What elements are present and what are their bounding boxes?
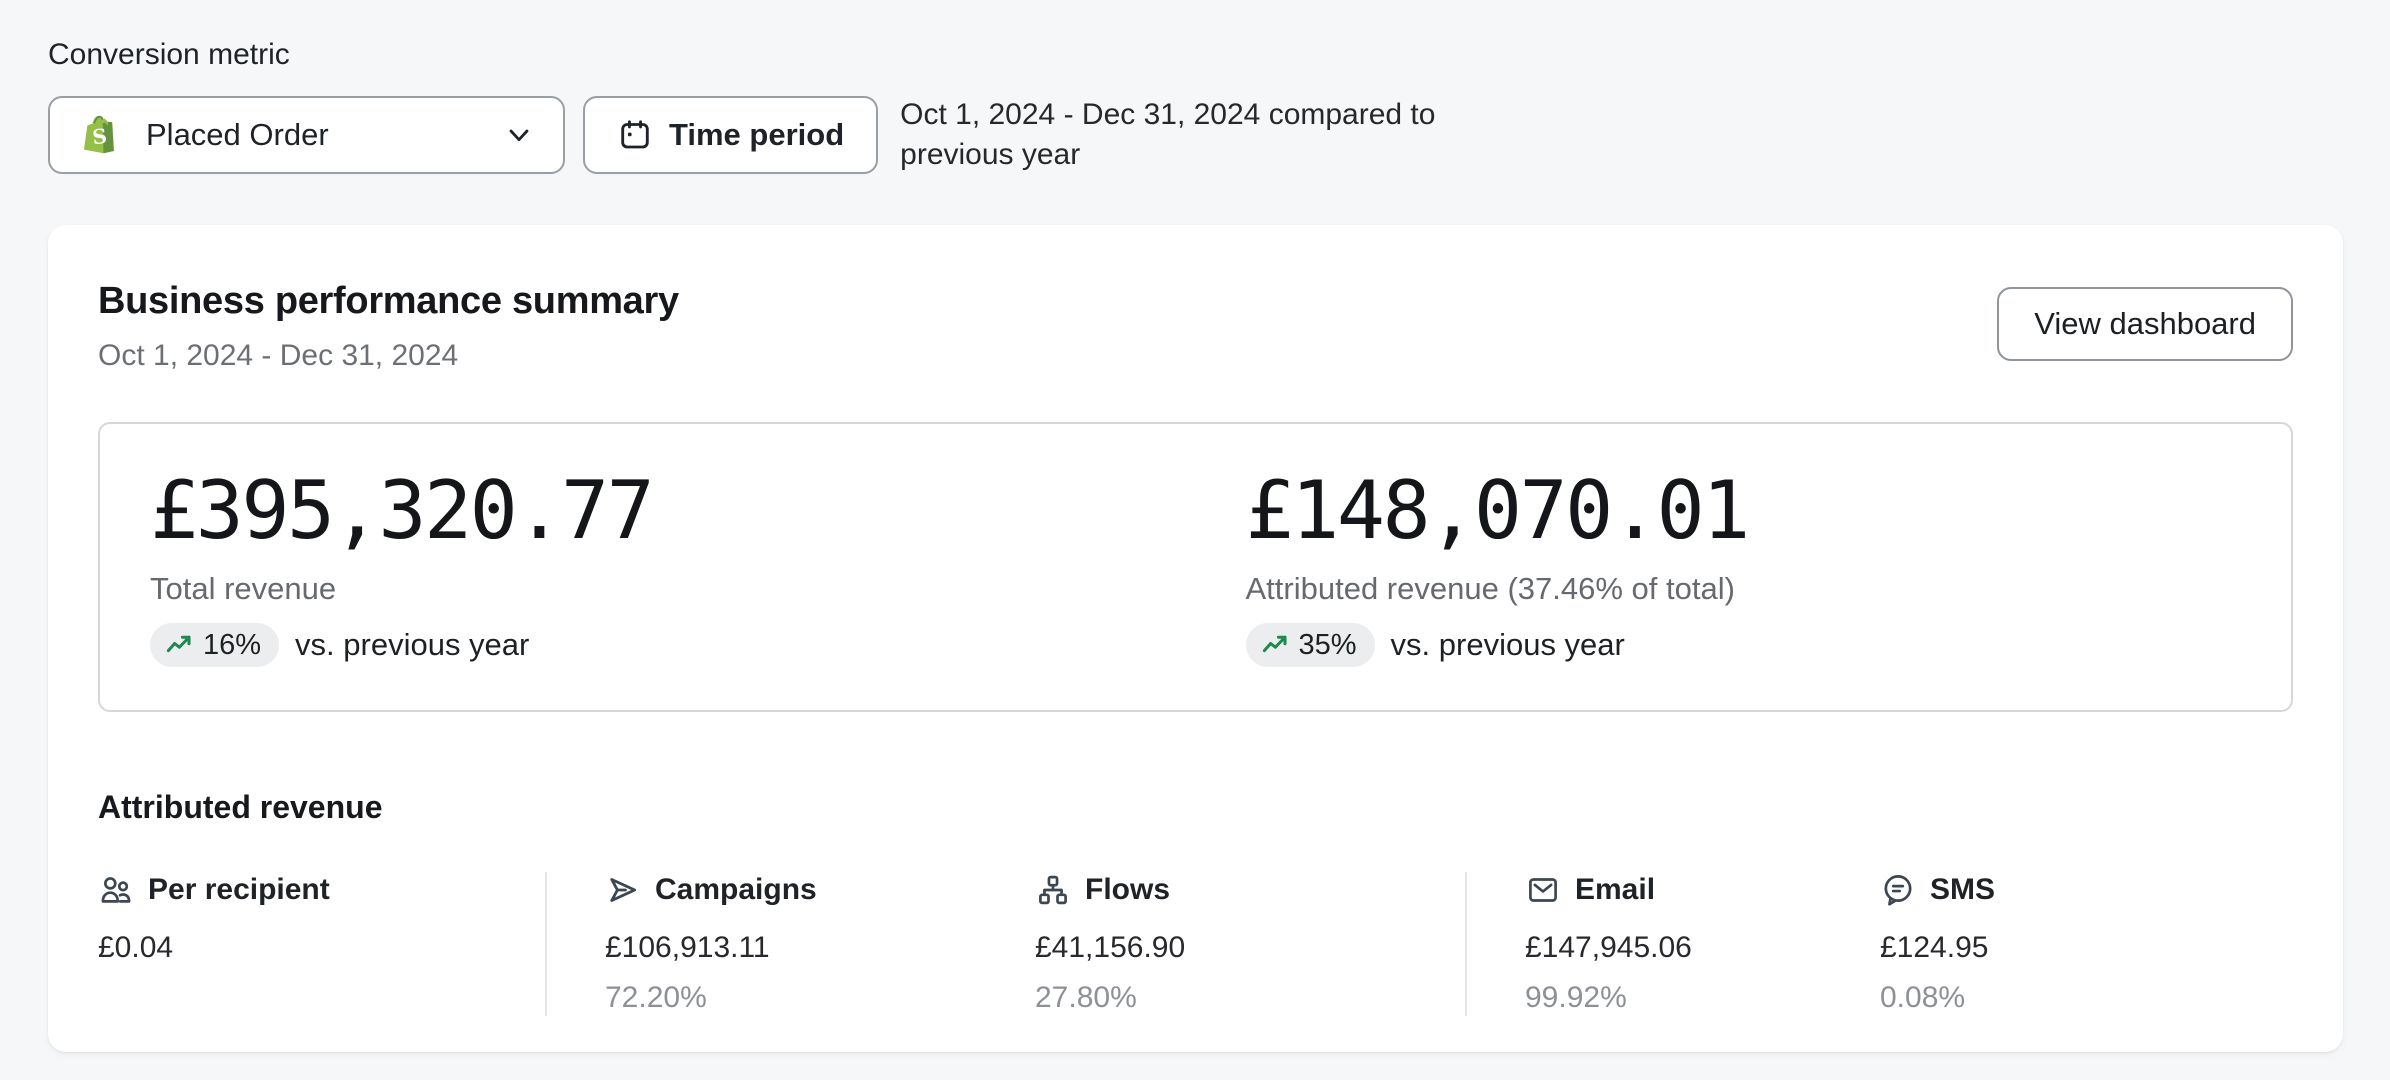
chevron-down-icon	[503, 119, 535, 151]
metric-campaigns: Campaigns £106,913.11 72.20%	[605, 872, 1035, 1016]
attributed-revenue-metrics: Per recipient £0.04 Ca	[98, 872, 2293, 1016]
metric-label-row: Email	[1525, 872, 1880, 908]
change-badge: 35%	[1245, 623, 1375, 667]
attributed-revenue-value: £148,070.01	[1245, 464, 1751, 557]
attributed-revenue-change-row: 35% vs. previous year	[1245, 623, 2292, 667]
card-header-titles: Business performance summary Oct 1, 2024…	[98, 279, 679, 374]
card-subtitle: Oct 1, 2024 - Dec 31, 2024	[98, 339, 459, 372]
total-revenue-label: Total revenue	[150, 571, 337, 606]
compare-period-text: Oct 1, 2024 - Dec 31, 2024 compared to p…	[900, 98, 1436, 171]
metric-value: £124.95	[1880, 931, 1989, 964]
metric-label-row: Flows	[1035, 872, 1465, 908]
conversion-metric-dropdown[interactable]: S Placed Order	[48, 96, 565, 174]
trend-up-icon	[164, 630, 194, 660]
sms-icon	[1880, 872, 1916, 908]
total-revenue-stat: £395,320.77 Total revenue 16% vs. previo…	[100, 424, 1196, 710]
metric-percent: 99.92%	[1525, 981, 1627, 1014]
change-suffix: vs. previous year	[1390, 627, 1625, 662]
metric-label: Campaigns	[655, 873, 817, 906]
metric-label: Email	[1575, 873, 1656, 906]
change-value: 16%	[203, 628, 262, 661]
metric-label-row: Per recipient	[98, 872, 545, 908]
send-icon	[605, 872, 641, 908]
metric-flows: Flows £41,156.90 27.80%	[1035, 872, 1465, 1016]
people-icon	[98, 872, 134, 908]
conversion-metric-label: Conversion metric	[48, 38, 290, 71]
email-icon	[1525, 872, 1561, 908]
total-revenue-value: £395,320.77	[150, 464, 655, 557]
metric-value: £106,913.11	[605, 931, 770, 964]
metric-percent: 27.80%	[1035, 981, 1137, 1014]
metric-label: Flows	[1085, 873, 1171, 906]
view-dashboard-button[interactable]: View dashboard	[1997, 287, 2293, 361]
metric-group-message-type: Campaigns £106,913.11 72.20%	[545, 872, 1465, 1016]
metric-per-recipient: Per recipient £0.04	[98, 872, 545, 1016]
metric-group-channel: Email £147,945.06 99.92%	[1465, 872, 2235, 1016]
metric-label-row: Campaigns	[605, 872, 1035, 908]
metric-percent: 72.20%	[605, 981, 707, 1014]
metric-group-recipient: Per recipient £0.04	[98, 872, 545, 1016]
metric-label: Per recipient	[148, 873, 330, 906]
metric-label: SMS	[1930, 873, 1996, 906]
change-value: 35%	[1298, 628, 1357, 661]
change-badge: 16%	[150, 623, 280, 667]
calendar-icon	[617, 117, 653, 153]
metric-percent	[98, 980, 545, 1016]
attributed-revenue-heading: Attributed revenue	[98, 789, 383, 825]
metric-sms: SMS £124.95 0.08%	[1880, 872, 2235, 1016]
attributed-revenue-stat: £148,070.01 Attributed revenue (37.46% o…	[1196, 424, 2292, 710]
card-header: Business performance summary Oct 1, 2024…	[98, 279, 2293, 374]
metric-value: £0.04	[98, 931, 174, 964]
controls-row: S Placed Order Time period Oct 1, 2024 -…	[48, 95, 2343, 175]
trend-up-icon	[1260, 630, 1290, 660]
metric-percent: 0.08%	[1880, 981, 1966, 1014]
attributed-revenue-label: Attributed revenue (37.46% of total)	[1245, 571, 1735, 606]
svg-text:S: S	[91, 124, 108, 149]
business-performance-card: Business performance summary Oct 1, 2024…	[48, 225, 2343, 1052]
card-title: Business performance summary	[98, 280, 679, 322]
time-period-label: Time period	[669, 117, 845, 152]
flow-icon	[1035, 872, 1071, 908]
revenue-stats-box: £395,320.77 Total revenue 16% vs. previo…	[98, 422, 2293, 712]
dashboard-page: Conversion metric S Placed Order	[48, 38, 2343, 1052]
shopify-icon: S	[78, 112, 124, 158]
change-suffix: vs. previous year	[295, 627, 530, 662]
time-period-button[interactable]: Time period	[583, 96, 879, 174]
metric-label-row: SMS	[1880, 872, 2235, 908]
conversion-metric-value: Placed Order	[146, 117, 329, 152]
total-revenue-change-row: 16% vs. previous year	[150, 623, 1196, 667]
metric-email: Email £147,945.06 99.92%	[1525, 872, 1880, 1016]
metric-value: £147,945.06	[1525, 931, 1692, 964]
metric-value: £41,156.90	[1035, 931, 1186, 964]
